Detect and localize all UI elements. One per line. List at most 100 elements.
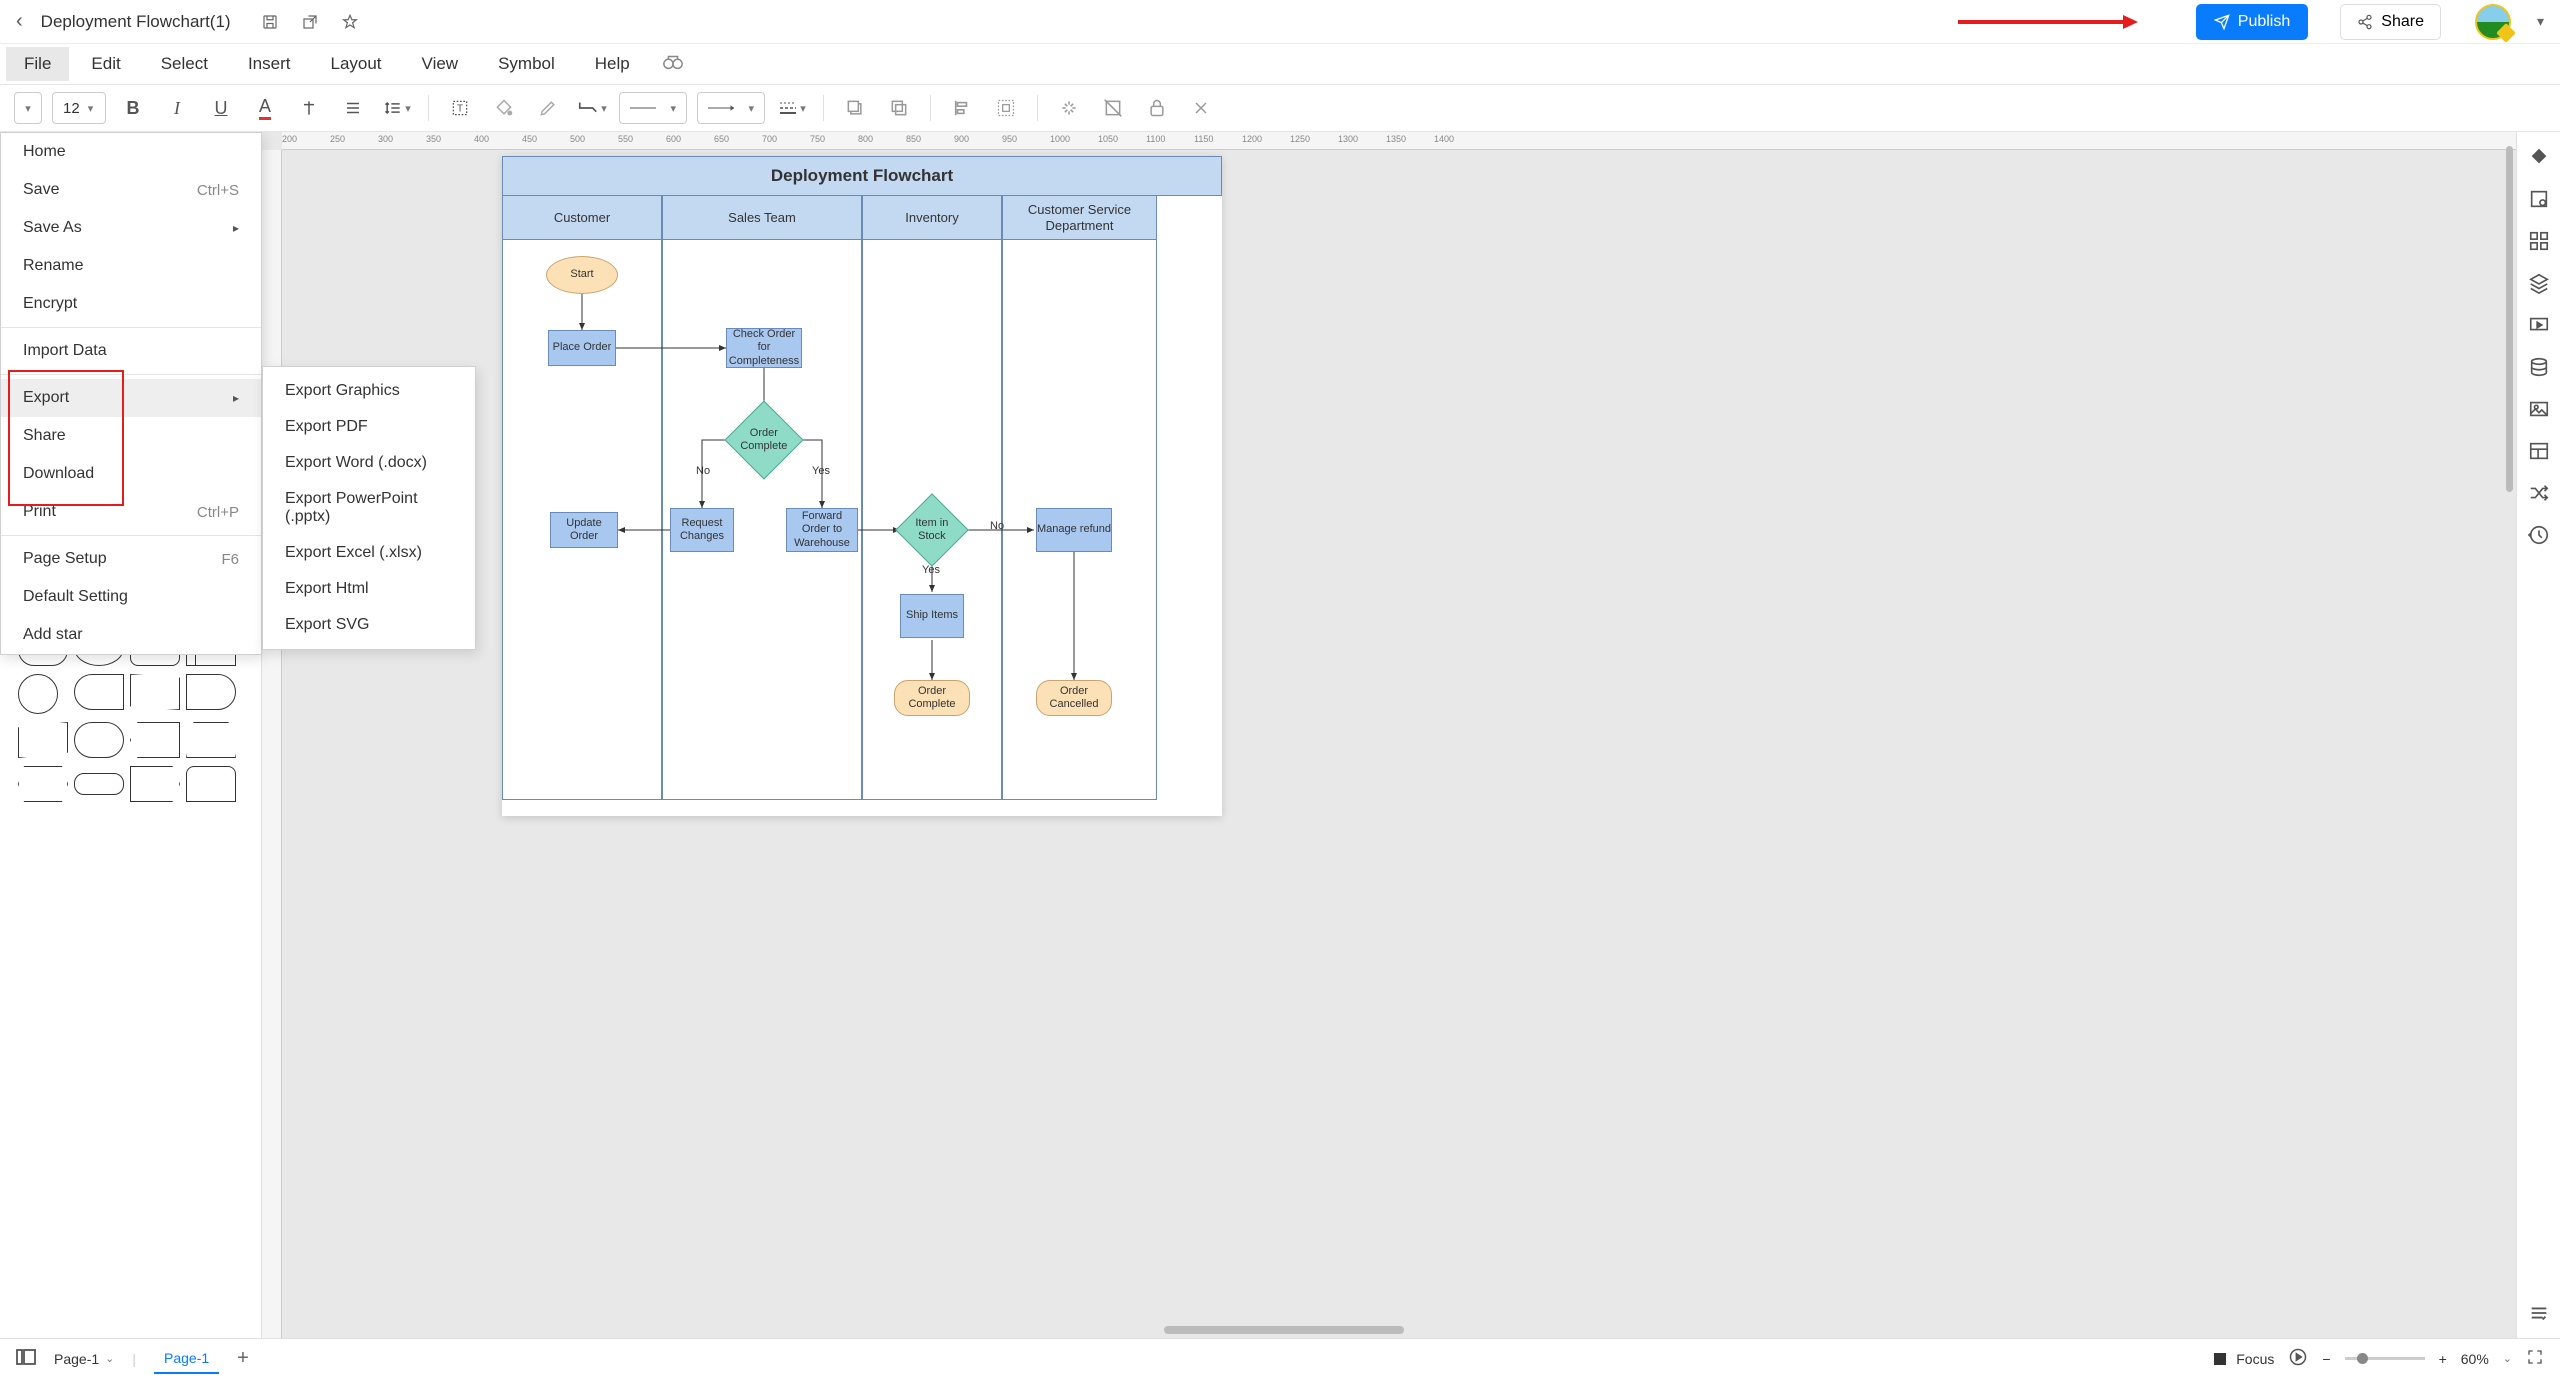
fill-button[interactable]: [487, 91, 521, 125]
canvas[interactable]: 2002503003504004505005506006507007508008…: [262, 132, 2516, 1338]
line-style-select[interactable]: ▾: [619, 92, 687, 124]
connector-button[interactable]: ▾: [575, 91, 609, 125]
node-check-order[interactable]: Check Order for Completeness: [726, 328, 802, 368]
layers-panel-icon[interactable]: [2528, 272, 2550, 294]
node-update-order[interactable]: Update Order: [550, 512, 618, 548]
back-button[interactable]: ‹: [16, 10, 23, 33]
shape-wave[interactable]: [18, 722, 68, 758]
file-menu-saveas[interactable]: Save As▸: [1, 209, 261, 247]
align-left-button[interactable]: [945, 91, 979, 125]
image-icon[interactable]: [2528, 398, 2550, 420]
export-html[interactable]: Export Html: [263, 571, 475, 607]
menu-icon[interactable]: [2528, 1302, 2550, 1324]
file-menu-save[interactable]: SaveCtrl+S: [1, 171, 261, 209]
menu-select[interactable]: Select: [143, 47, 226, 81]
shape-tag[interactable]: [130, 722, 180, 758]
zoom-in-button[interactable]: +: [2439, 1351, 2447, 1367]
shape-display[interactable]: [186, 674, 236, 710]
play-button[interactable]: [2288, 1347, 2308, 1370]
file-menu-encrypt[interactable]: Encrypt: [1, 285, 261, 323]
shape-pill[interactable]: [74, 773, 124, 795]
share-out-icon[interactable]: [301, 13, 319, 31]
outline-icon[interactable]: [16, 1349, 36, 1368]
lock-button[interactable]: [1140, 91, 1174, 125]
fullscreen-button[interactable]: [2526, 1348, 2544, 1369]
shuffle-icon[interactable]: [2528, 482, 2550, 504]
shape-delay[interactable]: [74, 674, 124, 710]
shape-hexagon[interactable]: [18, 766, 68, 802]
menu-view[interactable]: View: [404, 47, 477, 81]
shape-card[interactable]: [186, 766, 236, 802]
node-request-changes[interactable]: Request Changes: [670, 508, 734, 552]
italic-button[interactable]: I: [160, 91, 194, 125]
avatar[interactable]: [2475, 4, 2511, 40]
file-menu-home[interactable]: Home: [1, 133, 261, 171]
menu-insert[interactable]: Insert: [230, 47, 309, 81]
page-tab[interactable]: Page-1: [154, 1344, 219, 1374]
menu-symbol[interactable]: Symbol: [480, 47, 573, 81]
file-menu-rename[interactable]: Rename: [1, 247, 261, 285]
node-order-cancelled[interactable]: Order Cancelled: [1036, 680, 1112, 716]
text-color-button[interactable]: A: [248, 91, 282, 125]
panel-gear-icon[interactable]: [2528, 188, 2550, 210]
file-menu-default[interactable]: Default Setting: [1, 578, 261, 616]
sparkle-button[interactable]: [1052, 91, 1086, 125]
shape-manual[interactable]: [130, 674, 180, 710]
export-word[interactable]: Export Word (.docx): [263, 445, 475, 481]
scrollbar-horizontal[interactable]: [1164, 1326, 1404, 1334]
star-icon[interactable]: [341, 13, 359, 31]
text-box-button[interactable]: T: [443, 91, 477, 125]
shape-terminator[interactable]: [74, 722, 124, 758]
share-button[interactable]: Share: [2340, 4, 2441, 40]
node-order-complete-term[interactable]: Order Complete: [894, 680, 970, 716]
crop-button[interactable]: [1096, 91, 1130, 125]
font-family-select[interactable]: ▾: [14, 92, 42, 124]
present-icon[interactable]: [2528, 314, 2550, 336]
file-menu-download[interactable]: Download: [1, 455, 261, 493]
tools-button[interactable]: [1184, 91, 1218, 125]
bold-button[interactable]: B: [116, 91, 150, 125]
underline-button[interactable]: U: [204, 91, 238, 125]
scrollbar-vertical[interactable]: [2506, 146, 2513, 492]
zoom-slider[interactable]: [2345, 1357, 2425, 1360]
file-menu-print[interactable]: PrintCtrl+P: [1, 493, 261, 531]
line-spacing-button[interactable]: ▾: [380, 91, 414, 125]
publish-button[interactable]: Publish: [2196, 4, 2308, 40]
zoom-value[interactable]: 60%: [2461, 1351, 2489, 1367]
export-svg[interactable]: Export SVG: [263, 607, 475, 643]
shadow-button[interactable]: [838, 91, 872, 125]
fill-panel-icon[interactable]: [2528, 146, 2550, 168]
database-icon[interactable]: [2528, 356, 2550, 378]
menu-layout[interactable]: Layout: [312, 47, 399, 81]
file-menu-share[interactable]: Share: [1, 417, 261, 455]
grid-icon[interactable]: [2528, 230, 2550, 252]
export-ppt[interactable]: Export PowerPoint (.pptx): [263, 481, 475, 535]
align-button[interactable]: [336, 91, 370, 125]
node-manage-refund[interactable]: Manage refund: [1036, 508, 1112, 552]
shape-trapezoid[interactable]: [186, 722, 236, 758]
file-menu-pagesetup[interactable]: Page SetupF6: [1, 540, 261, 578]
pencil-button[interactable]: [531, 91, 565, 125]
menu-edit[interactable]: Edit: [73, 47, 138, 81]
template-icon[interactable]: [2528, 440, 2550, 462]
layers-button[interactable]: [882, 91, 916, 125]
group-button[interactable]: [989, 91, 1023, 125]
file-menu-import[interactable]: Import Data: [1, 332, 261, 370]
add-page-button[interactable]: +: [237, 1347, 249, 1370]
export-pdf[interactable]: Export PDF: [263, 409, 475, 445]
focus-button[interactable]: Focus: [2212, 1351, 2274, 1367]
line-weight-button[interactable]: ▾: [775, 91, 809, 125]
strikethrough-button[interactable]: [292, 91, 326, 125]
export-graphics[interactable]: Export Graphics: [263, 373, 475, 409]
save-icon[interactable]: [261, 13, 279, 31]
menu-help[interactable]: Help: [577, 47, 648, 81]
search-icon[interactable]: [662, 53, 684, 76]
shape-circle[interactable]: [18, 674, 58, 714]
avatar-menu-chevron[interactable]: ▾: [2537, 13, 2544, 30]
node-ship-items[interactable]: Ship Items: [900, 594, 964, 638]
history-icon[interactable]: [2528, 524, 2550, 546]
shape-arrow-right[interactable]: [130, 766, 180, 802]
node-place-order[interactable]: Place Order: [548, 330, 616, 366]
node-forward[interactable]: Forward Order to Warehouse: [786, 508, 858, 552]
node-start[interactable]: Start: [546, 256, 618, 294]
